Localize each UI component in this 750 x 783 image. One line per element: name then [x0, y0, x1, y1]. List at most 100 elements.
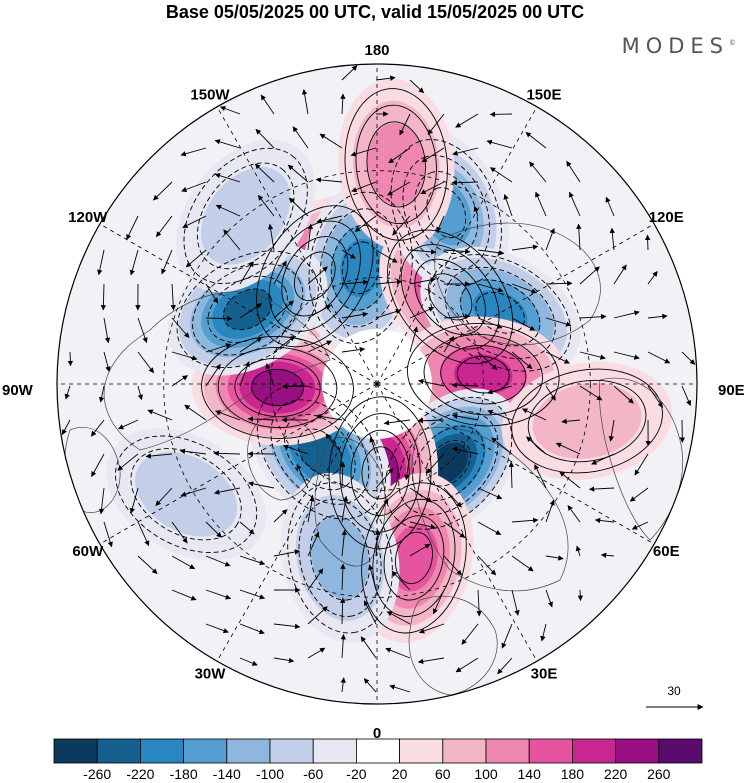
wind-arrow: [508, 461, 515, 489]
wind-arrow: [205, 343, 232, 353]
wind-arrow: [576, 223, 582, 251]
wind-arrow: [443, 335, 455, 353]
wind-arrow: [477, 283, 504, 293]
longitude-label: 120W: [68, 209, 108, 226]
wind-arrow: [273, 300, 294, 319]
wind-arrow: [566, 160, 581, 183]
anomaly-center: [501, 362, 673, 481]
wind-arrow: [97, 249, 105, 276]
wind-arrow: [427, 113, 445, 135]
wind-arrow: [443, 248, 471, 255]
colorbar-swatch: [53, 738, 98, 764]
coastline: [314, 437, 386, 567]
wind-arrow: [239, 361, 250, 387]
geopotential-contour: [387, 229, 514, 365]
latitude-circle: [163, 170, 591, 598]
wind-arrow: [155, 487, 173, 506]
map-border: [56, 63, 698, 705]
wind-arrow: [205, 521, 222, 538]
geopotential-contour: [350, 429, 410, 516]
wind-arrow: [267, 223, 275, 251]
longitude-label: 180: [364, 42, 389, 59]
wind-arrow: [129, 249, 139, 276]
wind-arrow: [455, 657, 479, 673]
wind-arrow: [432, 589, 445, 615]
wind-arrow: [239, 657, 258, 666]
coastline: [434, 222, 601, 346]
reference-vector-label: 30: [667, 684, 681, 698]
geopotential-contour: [412, 425, 485, 501]
colorbar-label: 100: [474, 766, 498, 782]
colorbar-swatch: [572, 738, 617, 764]
anomaly-shade: [251, 369, 304, 406]
colorbar-label: -60: [303, 766, 323, 782]
wind-arrow: [129, 487, 139, 514]
meridian-line: [376, 106, 538, 385]
wind-arrow: [137, 521, 150, 547]
wind-arrow: [535, 191, 547, 217]
wind-arrow: [451, 413, 479, 421]
anomaly-shade: [532, 383, 642, 459]
wind-arrow: [461, 623, 479, 645]
geopotential-contour: [440, 345, 527, 405]
wind-arrow: [350, 147, 377, 157]
wind-arrow: [647, 270, 658, 285]
meridian-line: [376, 223, 655, 385]
wind-arrow: [215, 204, 241, 217]
wind-arrow: [282, 444, 309, 455]
geopotential-contour: [297, 428, 343, 476]
wind-arrow: [511, 317, 536, 331]
wind-arrow: [389, 684, 411, 693]
geopotential-contour: [298, 498, 382, 617]
wind-arrow: [409, 543, 431, 557]
wind-arrow: [341, 495, 349, 523]
wind-arrow: [205, 623, 229, 634]
wind-arrow: [137, 555, 158, 574]
wind-arrow: [477, 249, 505, 256]
wind-arrow: [363, 678, 377, 693]
wind-arrow: [239, 261, 254, 285]
geopotential-contour: [400, 244, 500, 350]
wind-arrow: [273, 260, 287, 285]
wind-arrow: [647, 351, 671, 364]
logo-mark: ©: [729, 39, 736, 47]
wind-arrow: [511, 283, 537, 294]
wind-arrow: [420, 181, 445, 195]
colorbar-label: 180: [561, 766, 585, 782]
wind-arrow: [374, 529, 381, 557]
geopotential-contour: [414, 258, 486, 335]
wind-arrow: [426, 453, 445, 474]
geopotential-contour: [390, 139, 502, 287]
geopotential-contour: [361, 446, 399, 500]
geopotential-contour: [287, 482, 393, 634]
wind-arrow: [501, 623, 513, 649]
wind-arrow: [451, 179, 479, 186]
wind-arrow: [529, 161, 547, 183]
wind-arrow: [351, 181, 377, 193]
wind-arrow: [239, 521, 255, 535]
wind-arrow: [409, 487, 433, 503]
colorbar-swatch: [269, 738, 314, 764]
wind-arrow: [369, 436, 377, 455]
wind-arrow: [341, 65, 358, 81]
geopotential-contour: [192, 263, 304, 356]
wind-arrow: [273, 335, 296, 353]
wind-arrow: [561, 418, 581, 425]
wind-arrow: [577, 589, 584, 602]
wind-arrow: [486, 139, 513, 149]
geopotential-contour: [328, 396, 432, 550]
wind-arrow: [486, 385, 513, 395]
wind-arrow: [388, 147, 411, 164]
wind-arrow: [171, 521, 188, 544]
wind-arrow: [90, 419, 105, 437]
wind-arrow: [409, 521, 436, 530]
wind-arrow: [180, 487, 207, 497]
meridian-line: [216, 106, 378, 385]
wind-arrow: [443, 521, 466, 538]
wind-arrow: [239, 589, 266, 600]
wind-arrow: [341, 346, 366, 353]
wind-arrow: [647, 385, 664, 408]
wind-arrow: [613, 310, 640, 319]
wind-arrow: [247, 416, 275, 422]
colorbar-swatch: [658, 738, 703, 764]
